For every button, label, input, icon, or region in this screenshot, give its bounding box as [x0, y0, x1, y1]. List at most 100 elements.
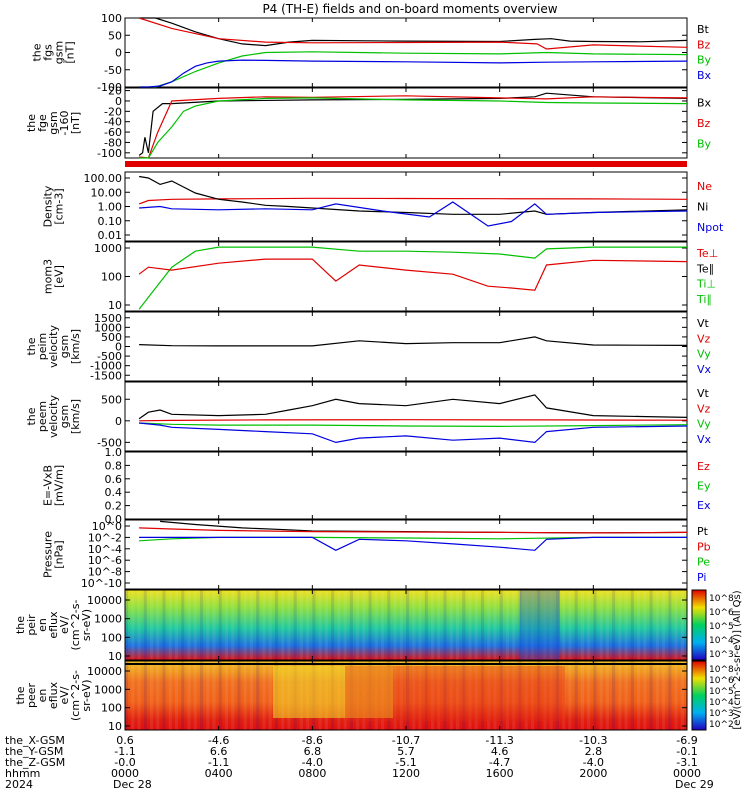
y-axis-label: [eV]	[53, 265, 66, 288]
spectrogram-texture	[599, 661, 603, 730]
spectrogram-texture	[637, 590, 641, 660]
spectrogram-texture	[137, 590, 141, 660]
y-tick-label: 1500	[94, 312, 122, 325]
y-axis-label: peer	[25, 683, 38, 709]
spectrogram-texture	[262, 661, 266, 730]
legend-Bx: Bx	[697, 96, 712, 109]
spectrogram-texture	[131, 661, 135, 730]
y-tick-label: 1000	[94, 613, 122, 626]
legend-Bz: Bz	[697, 38, 711, 51]
spectrogram-texture	[649, 661, 653, 730]
spectrogram-texture	[406, 661, 410, 730]
y-axis-label: the	[14, 616, 27, 634]
y-tick-label: -80	[104, 136, 122, 149]
spectrogram-texture	[537, 590, 541, 660]
spectrogram-texture	[399, 590, 403, 660]
spectrogram-texture	[612, 661, 616, 730]
spectrogram-texture	[268, 661, 272, 730]
panel-frame	[124, 241, 688, 312]
spectrogram-texture	[231, 661, 235, 730]
spectrogram-texture	[174, 661, 179, 730]
x-tick-value: -4.0	[583, 756, 604, 769]
y-axis-label: (cm^2-s-	[69, 600, 82, 651]
spectrogram-texture	[149, 661, 154, 730]
x-tick-value: 0.6	[116, 734, 134, 747]
y-tick-label: 500	[101, 331, 122, 344]
x-tick-value: -0.1	[676, 745, 697, 758]
colorbar-tick-label: 10^4	[709, 636, 734, 646]
legend-Ez: Ez	[697, 460, 710, 473]
legend-Vz: Vz	[697, 402, 711, 415]
legend-Bt: Bt	[697, 23, 710, 36]
spectrogram-texture	[262, 590, 266, 660]
spectrogram-texture	[249, 590, 254, 660]
x-tick-value: -0.0	[114, 756, 135, 769]
spectrogram-texture	[224, 661, 229, 730]
spectrogram-texture	[437, 590, 441, 660]
spectrogram-texture	[512, 590, 516, 660]
spectrogram-texture	[524, 590, 528, 660]
spectrogram-texture	[349, 590, 353, 660]
x-tick-value: 0000	[673, 767, 701, 780]
y-axis-label: peir	[25, 614, 38, 636]
spectrogram-texture	[237, 590, 241, 660]
spectrogram-texture	[462, 661, 466, 730]
y-tick-label: 100.00	[84, 172, 123, 185]
spectrogram-texture	[655, 661, 659, 730]
series-line-Vz	[139, 419, 688, 422]
y-axis-label: the	[14, 686, 27, 704]
spectrogram-texture	[668, 590, 672, 660]
spectrogram-texture	[462, 590, 466, 660]
x-tick-value: -10.7	[392, 734, 420, 747]
y-axis-label: sr-eV)	[80, 609, 93, 641]
y-tick-label: 100	[101, 271, 122, 284]
y-axis-label: peem	[36, 401, 49, 432]
spectrogram-texture	[593, 661, 597, 730]
x-tick-value: -1.1	[114, 745, 135, 758]
x-tick-value: -8.6	[302, 734, 323, 747]
y-axis-label: velocity	[47, 325, 60, 368]
series-line-Ni	[139, 175, 688, 215]
spectrogram-texture	[381, 590, 385, 660]
x-tick-value: 1600	[486, 767, 514, 780]
y-tick-label: -100	[97, 147, 122, 160]
spectrogram-texture	[549, 590, 553, 660]
spectrogram-texture	[125, 590, 129, 660]
spectrogram-texture	[287, 590, 291, 660]
spectrogram-texture	[418, 590, 422, 660]
spectrogram-texture	[668, 661, 672, 730]
legend-By: By	[697, 54, 712, 67]
spectrogram-texture	[368, 590, 372, 660]
y-tick-label: 1.00	[98, 201, 123, 214]
legend-Ey: Ey	[697, 479, 711, 492]
x-tick-value: -1.1	[208, 756, 229, 769]
y-axis-label: en	[36, 689, 49, 703]
x-tick-value: -5.1	[395, 756, 416, 769]
legend-Ti⊥: Ti⊥	[696, 278, 716, 291]
spectrogram-texture	[412, 661, 416, 730]
spectrogram-texture	[599, 590, 603, 660]
spectrogram-texture	[568, 590, 572, 660]
spectrogram-texture	[318, 590, 322, 660]
spectrogram-texture	[643, 590, 647, 660]
panel-frame	[124, 451, 688, 520]
spectrogram-texture	[125, 661, 129, 730]
x-tick-value: -3.1	[676, 756, 697, 769]
spectrogram-texture	[674, 661, 678, 730]
spectrogram-texture	[537, 661, 541, 730]
y-tick-label: -500	[97, 436, 122, 449]
colorbar-tick-label: 10^4	[709, 698, 734, 708]
spectrogram-texture	[243, 590, 247, 660]
panel-frame	[124, 171, 688, 242]
spectrogram-texture	[268, 590, 272, 660]
y-axis-label: en	[36, 618, 49, 632]
y-axis-label: [km/s]	[69, 399, 82, 434]
spectrogram-texture	[174, 590, 179, 660]
series-line-Pi	[139, 536, 687, 551]
y-tick-label: 100	[101, 702, 122, 715]
spectrogram-texture	[487, 661, 491, 730]
y-axis-label: gsm	[47, 111, 60, 134]
y-axis-label: [cm-3]	[53, 188, 66, 224]
colorbar-tick-label: 10^6	[709, 676, 734, 686]
spectrogram-texture	[474, 661, 478, 730]
